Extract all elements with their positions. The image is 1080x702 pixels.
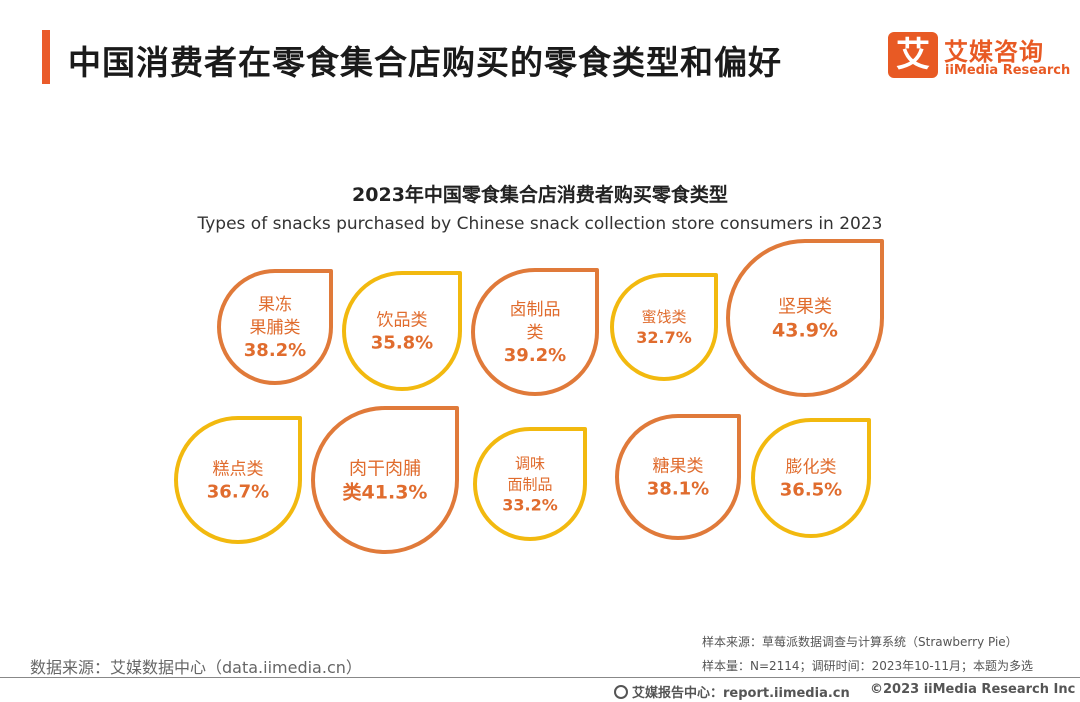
drop-value-1: 35.8% — [371, 332, 433, 353]
logo-mark: 艾 — [888, 32, 938, 78]
report-center-text: 艾媒报告中心：report.iimedia.cn — [632, 686, 850, 701]
drop-value-3: 32.7% — [636, 328, 692, 347]
drop-label-5-0: 糕点类 — [213, 459, 264, 479]
drop-value-0: 38.2% — [244, 340, 306, 361]
drop-value-6: 类41.3% — [343, 480, 428, 503]
logo-english-name: iiMedia Research — [945, 63, 1071, 78]
footer-divider — [0, 677, 1080, 678]
drop-value-9: 36.5% — [780, 479, 842, 500]
drop-shape-9 — [751, 418, 871, 538]
drop-shape-1 — [342, 271, 462, 391]
drop-shape-6 — [311, 406, 459, 554]
page-title: 中国消费者在零食集合店购买的零食类型和偏好 — [68, 43, 782, 82]
chart-subtitle: Types of snacks purchased by Chinese sna… — [197, 214, 883, 234]
data-source: 数据来源：艾媒数据中心（data.iimedia.cn） — [30, 658, 362, 677]
drop-label-4-0: 坚果类 — [778, 296, 832, 317]
copyright: ©2023 iiMedia Research Inc — [870, 682, 1076, 697]
drop-shape-7 — [473, 427, 587, 541]
drop-label-3-0: 蜜饯类 — [641, 308, 686, 326]
drop-shape-2 — [471, 268, 599, 396]
report-center: 艾媒报告中心：report.iimedia.cn — [614, 682, 850, 701]
drop-label-7-0: 调味 — [515, 454, 545, 472]
title-accent-bar — [42, 30, 50, 84]
drop-label-2-1: 类 — [527, 323, 544, 343]
drop-label-6-0: 肉干肉脯 — [349, 458, 421, 479]
globe-icon — [614, 685, 628, 699]
sample-size-note: 样本量：N=2114；调研时间：2023年10-11月；本题为多选 — [702, 659, 1033, 673]
chart-title: 2023年中国零食集合店消费者购买零食类型 — [352, 184, 728, 206]
drop-value-2: 39.2% — [504, 345, 566, 366]
drop-shape-5 — [174, 416, 302, 544]
drop-label-0-0: 果冻 — [258, 295, 292, 315]
drop-value-4: 43.9% — [772, 319, 838, 341]
drop-value-5: 36.7% — [207, 481, 269, 502]
drop-shape-8 — [615, 414, 741, 540]
snack-drop-3: 蜜饯类 32.7% — [610, 273, 718, 381]
drop-shape-3 — [610, 273, 718, 381]
drop-value-7: 33.2% — [502, 495, 558, 514]
brand-logo: 艾 艾媒咨询 iiMedia Research — [888, 30, 1071, 82]
sample-source-note: 样本来源：草莓派数据调查与计算系统（Strawberry Pie） — [702, 635, 1018, 649]
drop-label-2-0: 卤制品 — [510, 300, 561, 320]
drop-label-8-0: 糖果类 — [653, 456, 704, 476]
drop-shape-0 — [217, 269, 333, 385]
drop-label-0-1: 果脯类 — [250, 318, 301, 338]
drop-label-9-0: 膨化类 — [786, 457, 837, 477]
drop-shape-4 — [726, 239, 884, 397]
logo-chinese-name: 艾媒咨询 — [944, 38, 1044, 66]
drop-label-1-0: 饮品类 — [377, 310, 428, 330]
drop-value-8: 38.1% — [647, 478, 709, 499]
drop-label-7-1: 面制品 — [507, 475, 552, 493]
